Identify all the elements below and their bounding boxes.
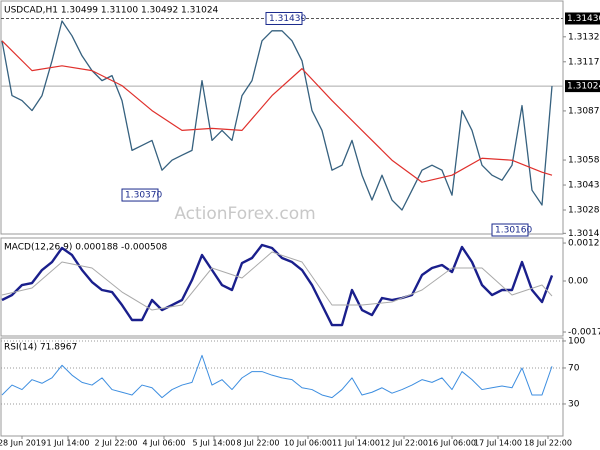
x-tick-label: 28 Jun 2019 [0, 439, 46, 448]
panel-frame [0, 337, 564, 437]
x-tick-label: 17 Jul 14:00 [474, 439, 522, 448]
callout-label: 1.31430 [269, 14, 306, 24]
callout-box [121, 188, 159, 202]
y-tick-label: 1.31320 [568, 32, 600, 42]
panel-frame [0, 237, 564, 337]
x-tick-label: 11 Jul 14:00 [332, 439, 380, 448]
y-tick-label: 1.31170 [568, 57, 600, 67]
watermark: ActionForex.com [174, 204, 315, 224]
y-tick-label: 1.30580 [568, 156, 600, 166]
y-tick-label: 1.30430 [568, 181, 600, 191]
panel-frame [0, 0, 564, 235]
y-tick-label: 100 [568, 336, 585, 346]
price-level-label: 1.31024 [567, 82, 600, 92]
y-tick-label: 1.30875 [568, 106, 600, 116]
x-tick-label: 1 Jul 14:00 [47, 439, 90, 448]
y-tick-label: -0.001729 [568, 328, 600, 338]
x-tick-label: 4 Jul 06:00 [143, 439, 186, 448]
panel-title: USDCAD,H1 1.30499 1.31100 1.30492 1.3102… [4, 6, 219, 16]
series-line [1, 243, 554, 327]
price-level-box [565, 12, 600, 25]
callout-label: 1.30370 [125, 191, 162, 201]
panel-title: MACD(12,26,9) 0.000188 -0.000508 [4, 243, 167, 253]
x-tick-label: 5 Jul 14:00 [193, 439, 236, 448]
x-tick-label: 12 Jul 22:00 [380, 439, 428, 448]
series-line [1, 20, 553, 211]
series-line [1, 354, 553, 399]
y-tick-label: 1.30280 [568, 206, 600, 216]
y-tick-label: 0.001287 [568, 239, 600, 249]
panel-title: RSI(14) 71.8967 [4, 343, 77, 353]
price-level-box [565, 80, 600, 93]
series-line [1, 40, 553, 183]
y-tick-label: 70 [568, 363, 580, 373]
x-tick-label: 16 Jul 06:00 [428, 439, 476, 448]
x-tick-label: 8 Jul 22:00 [237, 439, 280, 448]
callout-label: 1.30160 [495, 226, 532, 236]
x-tick-label: 2 Jul 22:00 [95, 439, 138, 448]
x-tick-label: 18 Jul 22:00 [524, 439, 572, 448]
callout-box [265, 11, 303, 25]
series-line [1, 251, 553, 311]
y-tick-label: 1.30140 [568, 229, 600, 239]
price-level-label: 1.31430 [567, 14, 600, 24]
y-tick-label: 0.00 [568, 277, 588, 287]
callout-box [491, 223, 529, 237]
x-tick-label: 10 Jul 06:00 [284, 439, 332, 448]
y-tick-label: 30 [568, 399, 580, 409]
